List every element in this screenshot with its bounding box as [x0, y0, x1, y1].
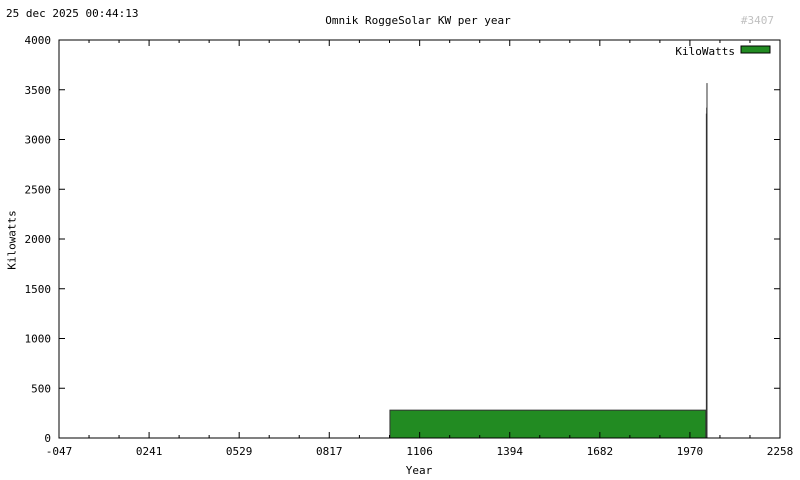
x-tick-label: 0241: [136, 445, 163, 458]
y-tick-label: 3500: [25, 84, 52, 97]
x-tick-label: 0529: [226, 445, 253, 458]
legend-label: KiloWatts: [675, 45, 735, 58]
x-tick-label: 1106: [406, 445, 433, 458]
timestamp: 25 dec 2025 00:44:13: [6, 7, 139, 20]
x-axis-label: Year: [405, 464, 433, 477]
y-tick-label: 2500: [25, 183, 52, 196]
bar: [389, 409, 707, 439]
x-tick-label: -047: [46, 445, 73, 458]
y-tick-label: 3000: [25, 134, 52, 147]
y-tick-label: 1500: [25, 283, 52, 296]
y-tick-label: 0: [44, 432, 51, 445]
y-tick-label: 2000: [25, 233, 52, 246]
chart-title: Omnik RoggeSolar KW per year: [325, 14, 511, 27]
y-tick-label: 500: [31, 382, 51, 395]
y-tick-label: 4000: [25, 34, 52, 47]
legend: KiloWatts: [675, 45, 771, 58]
x-tick-label: 1394: [496, 445, 523, 458]
y-tick-label: 1000: [25, 333, 52, 346]
plot-border: [58, 39, 781, 439]
x-tick-label: 1970: [677, 445, 704, 458]
x-tick-label: 0817: [316, 445, 343, 458]
watermark: #3407: [740, 14, 774, 27]
x-tick-label: 1682: [587, 445, 614, 458]
bar: [706, 83, 708, 438]
x-tick-label: 2258: [767, 445, 794, 458]
legend-swatch: [740, 45, 771, 54]
